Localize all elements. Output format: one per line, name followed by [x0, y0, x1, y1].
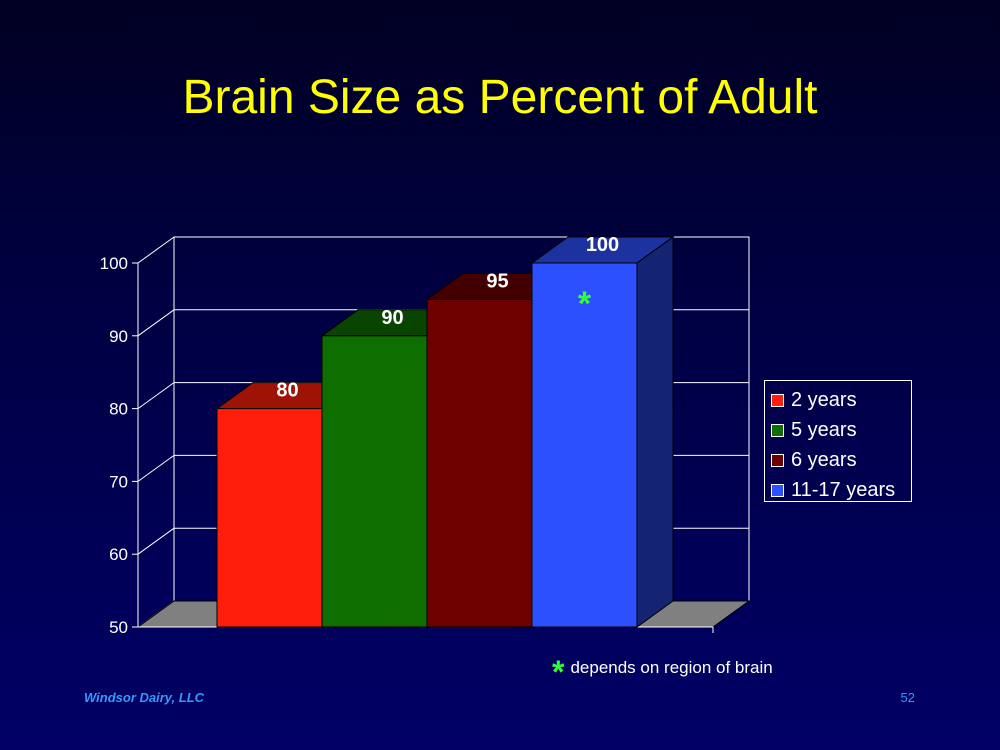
bar-4 — [531, 262, 638, 628]
y-tick-label: 90 — [109, 327, 128, 346]
data-label-1: 80 — [276, 380, 298, 402]
y-tick-label: 80 — [109, 400, 128, 419]
legend-swatch — [771, 423, 784, 437]
bar-2 — [321, 335, 428, 628]
data-label-2: 90 — [381, 307, 403, 329]
legend-swatch — [771, 393, 784, 407]
legend-item-6-years: 6 years — [771, 445, 911, 475]
chart-legend: 2 years 5 years 6 years 11-17 years — [764, 380, 912, 502]
legend-label: 2 years — [791, 388, 857, 411]
legend-swatch — [771, 483, 784, 497]
slide-title: Brain Size as Percent of Adult — [182, 71, 818, 124]
gridline-side — [137, 382, 175, 410]
legend-swatch — [771, 453, 784, 467]
y-tick-label: 50 — [109, 618, 128, 637]
legend-label: 5 years — [791, 418, 857, 441]
y-tick-label: 60 — [109, 545, 128, 564]
page-number: 52 — [900, 690, 915, 705]
legend-item-2-years: 2 years — [771, 385, 911, 415]
legend-label: 6 years — [791, 448, 857, 471]
gridline-side — [137, 236, 175, 264]
bar-side-4 — [636, 236, 674, 628]
footnote-asterisk: * — [552, 654, 565, 690]
footer-company: Windsor Dairy, LLC — [84, 690, 205, 705]
gridline-side — [137, 309, 175, 337]
footnote-text: depends on region of brain — [570, 658, 773, 677]
legend-label: 11-17 years — [791, 478, 896, 501]
gridline-side — [137, 454, 175, 482]
gridline-side — [137, 527, 175, 555]
footnote: * depends on region of brain — [552, 648, 773, 688]
bar-3 — [426, 298, 533, 628]
legend-item-11-17-years: 11-17 years — [771, 475, 911, 505]
data-label-4: 100 — [586, 234, 619, 256]
y-tick-label: 70 — [109, 472, 128, 491]
legend-item-5-years: 5 years — [771, 415, 911, 445]
bar-1 — [216, 408, 323, 628]
data-label-3: 95 — [486, 270, 508, 292]
bar-annotation-asterisk: * — [578, 285, 592, 323]
y-tick-label: 100 — [100, 254, 128, 273]
